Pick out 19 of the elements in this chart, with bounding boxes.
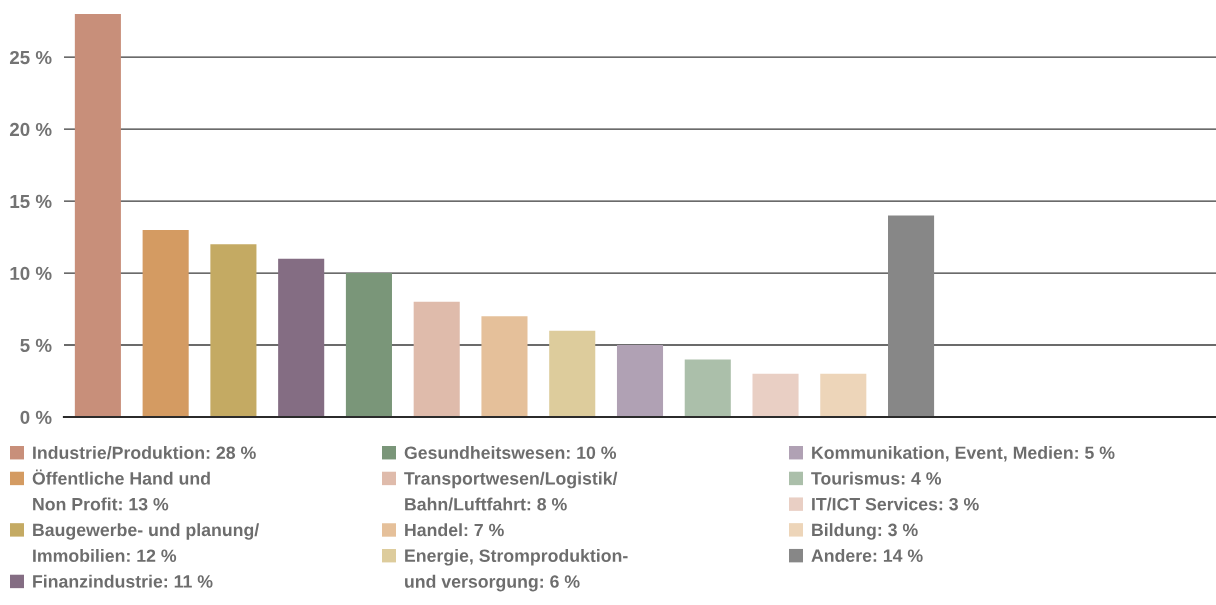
y-tick-label: 15 % [10, 194, 52, 209]
y-tick-label: 0 % [20, 410, 52, 424]
legend-label: Industrie/Produktion: 28 % [33, 446, 256, 460]
y-tick-label: 20 % [9, 122, 52, 137]
legend-label: Öffentliche Hand und Non Profit: 13 % [32, 469, 210, 511]
legend-label: Kommunikation, Event, Medien: 5 % [812, 446, 1115, 462]
y-tick-label: 5 % [20, 338, 52, 353]
legend-label: Gesundheitswesen: 10 % [404, 446, 617, 460]
legend-label: Finanzindustrie: 11 % [33, 574, 213, 588]
legend-label: Bildung: 3 % [812, 523, 918, 540]
legend-label: Tourismus: 4 % [811, 471, 942, 485]
legend-label: Transportwesen/Logistik/ Bahn/Luftfahrt: 8 % [404, 471, 618, 511]
legend-label: IT/ICT Services: 3 % [812, 497, 979, 511]
legend-label: Handel: 7 % [405, 523, 504, 537]
legend-label: Energie, Stromproduktion- und versorgung: 6 % [405, 548, 628, 592]
legend-label: Andere: 14 % [811, 548, 923, 562]
legend-label: Baugewerbe- und planung/ Immobilien: 12 % [33, 523, 260, 563]
y-tick-label: 10 % [10, 266, 52, 281]
y-tick-label: 25 % [9, 50, 52, 65]
